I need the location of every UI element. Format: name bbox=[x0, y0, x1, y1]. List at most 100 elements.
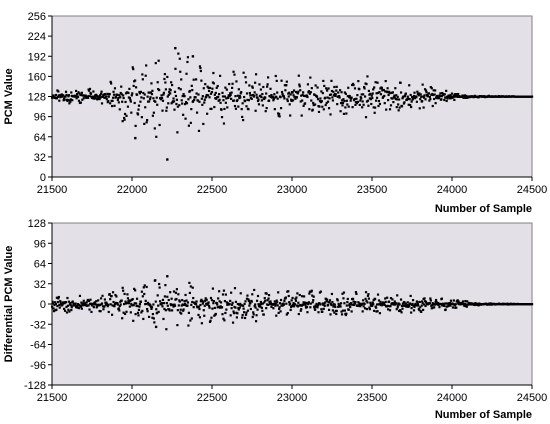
data-point bbox=[342, 112, 346, 115]
data-point bbox=[445, 99, 448, 103]
data-point bbox=[169, 92, 172, 95]
data-point bbox=[80, 301, 83, 304]
data-point bbox=[372, 303, 375, 306]
data-point bbox=[408, 84, 411, 87]
data-point bbox=[239, 302, 242, 306]
data-point bbox=[199, 69, 202, 73]
data-point bbox=[161, 99, 165, 102]
data-point bbox=[177, 304, 180, 307]
data-point bbox=[374, 106, 377, 109]
data-point bbox=[328, 299, 332, 302]
data-point bbox=[285, 313, 288, 316]
data-point bbox=[259, 300, 262, 304]
data-point bbox=[107, 99, 110, 103]
data-point bbox=[191, 300, 194, 304]
data-point bbox=[433, 97, 436, 101]
data-point bbox=[322, 303, 325, 306]
data-point bbox=[323, 304, 326, 307]
data-point bbox=[422, 95, 425, 98]
data-point bbox=[312, 103, 315, 107]
data-point bbox=[444, 308, 447, 311]
data-point bbox=[150, 82, 153, 85]
data-point bbox=[395, 302, 398, 305]
data-point bbox=[65, 311, 69, 314]
data-point bbox=[190, 303, 193, 306]
data-point bbox=[289, 93, 292, 96]
y-tick-label: 128 bbox=[28, 92, 46, 104]
data-point bbox=[448, 301, 452, 305]
data-point bbox=[371, 92, 374, 95]
data-point bbox=[162, 91, 166, 94]
data-point bbox=[196, 99, 200, 102]
data-point bbox=[154, 62, 157, 65]
data-point bbox=[207, 301, 210, 304]
data-point bbox=[74, 302, 77, 305]
x-tick-label: 21500 bbox=[37, 392, 68, 404]
data-point bbox=[444, 96, 447, 99]
data-point bbox=[378, 303, 381, 306]
data-point bbox=[140, 116, 143, 119]
data-point bbox=[244, 81, 248, 84]
data-point bbox=[112, 300, 115, 304]
data-point bbox=[330, 89, 334, 93]
data-point bbox=[326, 298, 329, 301]
data-point bbox=[326, 89, 329, 92]
data-point bbox=[269, 87, 272, 90]
data-point bbox=[313, 305, 316, 308]
data-point bbox=[278, 112, 281, 116]
data-point bbox=[175, 297, 178, 301]
data-point bbox=[189, 121, 192, 124]
data-point bbox=[375, 306, 378, 309]
data-point bbox=[193, 98, 196, 101]
data-point bbox=[147, 315, 151, 319]
data-point bbox=[131, 298, 134, 301]
data-point bbox=[291, 99, 295, 102]
data-point bbox=[433, 93, 436, 96]
data-point bbox=[337, 302, 340, 305]
x-tick-label: 23000 bbox=[277, 392, 308, 404]
data-point bbox=[145, 285, 148, 289]
data-point bbox=[423, 88, 427, 91]
data-point bbox=[403, 301, 406, 304]
data-point bbox=[417, 304, 420, 307]
data-point bbox=[107, 303, 110, 306]
data-point bbox=[427, 92, 430, 95]
data-point bbox=[116, 302, 119, 305]
data-point bbox=[374, 81, 377, 84]
data-point bbox=[71, 300, 74, 303]
data-point bbox=[107, 95, 110, 98]
data-point bbox=[264, 96, 267, 99]
data-point bbox=[423, 303, 426, 306]
data-point bbox=[279, 96, 282, 99]
data-point bbox=[270, 93, 273, 97]
data-point bbox=[246, 98, 249, 102]
data-point bbox=[165, 109, 168, 112]
data-point bbox=[339, 302, 343, 305]
data-point bbox=[143, 284, 146, 287]
data-point bbox=[233, 104, 237, 108]
data-point bbox=[391, 91, 394, 94]
data-point bbox=[124, 300, 127, 303]
data-point bbox=[254, 303, 257, 306]
data-point bbox=[288, 91, 291, 94]
data-point bbox=[173, 90, 177, 93]
data-point bbox=[165, 106, 168, 109]
data-point bbox=[183, 102, 187, 106]
data-point bbox=[139, 100, 142, 103]
data-point bbox=[365, 299, 368, 303]
data-point bbox=[123, 292, 126, 296]
data-point bbox=[253, 91, 256, 94]
data-point bbox=[95, 306, 98, 309]
data-point bbox=[434, 89, 437, 92]
data-point bbox=[197, 93, 200, 96]
data-point bbox=[170, 81, 173, 84]
data-point bbox=[139, 90, 142, 93]
data-point bbox=[359, 96, 362, 99]
data-point bbox=[308, 108, 311, 111]
data-point bbox=[386, 296, 389, 299]
data-point bbox=[288, 301, 291, 304]
data-point bbox=[87, 304, 90, 307]
data-point bbox=[166, 158, 169, 161]
data-point bbox=[330, 79, 333, 82]
data-point bbox=[100, 302, 104, 305]
